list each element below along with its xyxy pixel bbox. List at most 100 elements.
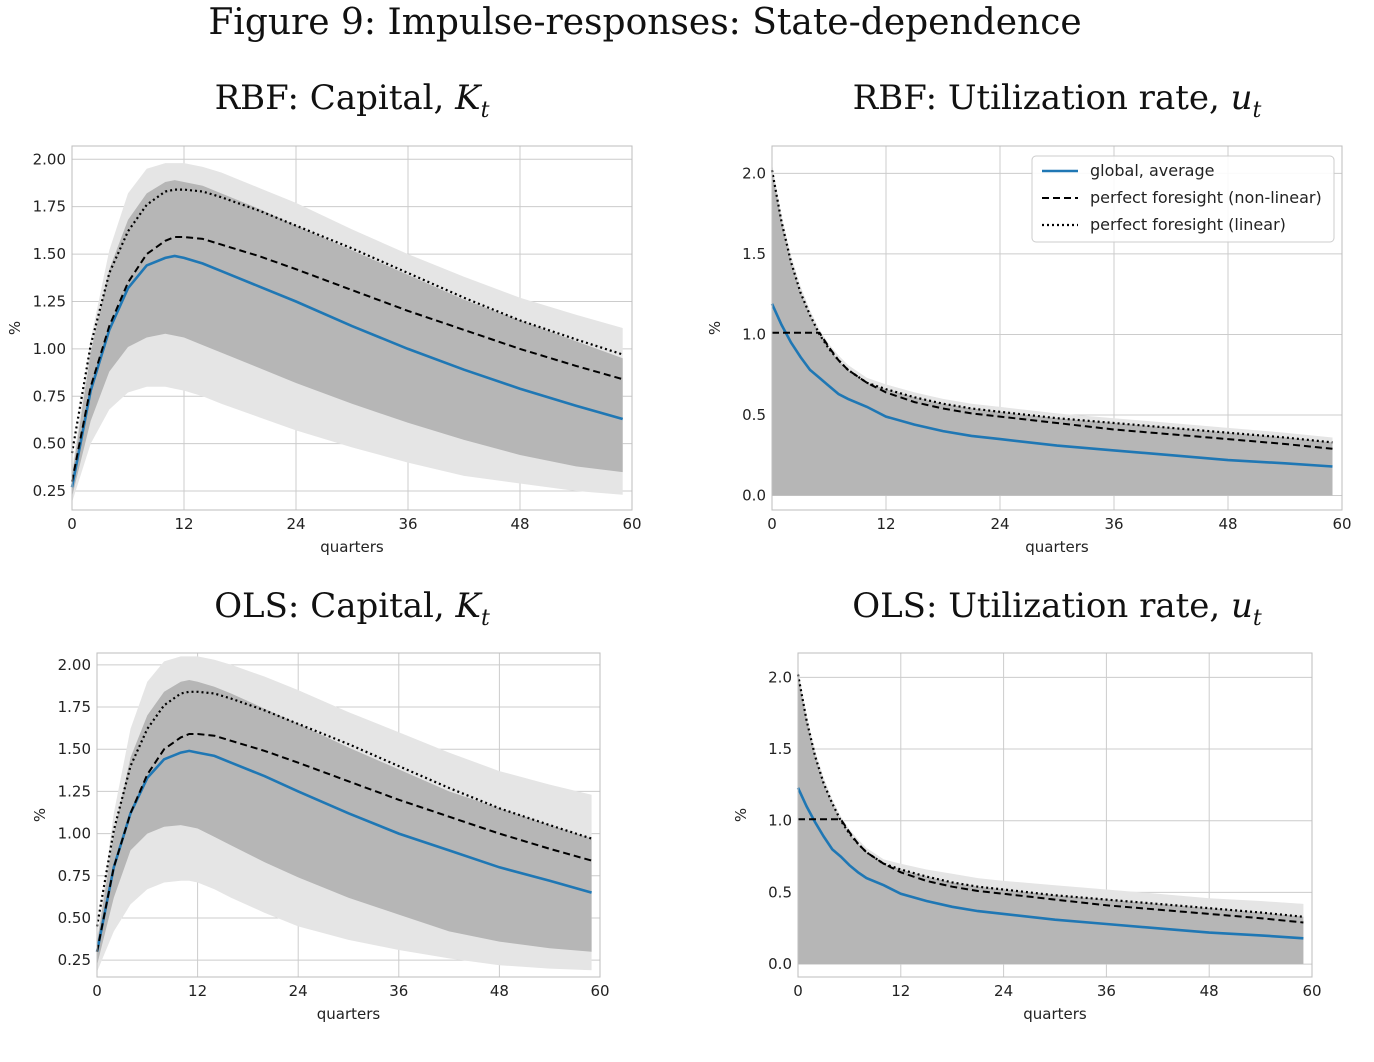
plot-frame (96, 652, 601, 978)
x-tick-label: 0 (67, 515, 77, 533)
panel-title-subscript: t (480, 97, 490, 123)
y-tick-label: 1.0 (742, 325, 766, 343)
y-tick-label: 2.0 (742, 164, 766, 182)
legend-box (1031, 155, 1335, 243)
x-tick-label: 24 (286, 515, 305, 533)
y-tick-label: 0.50 (58, 909, 91, 927)
y-tick-label: 2.00 (58, 656, 91, 674)
chart-rbf-capital: 0 12 24 36 48 60 0.25 0.50 0.75 1.00 1.25 1.50 1.75 2… (6, 145, 642, 556)
confidence-band-inner (72, 180, 623, 497)
panel-title-subscript: t (1252, 605, 1262, 631)
y-tick-label: 0.5 (768, 883, 792, 901)
panel-title-prefix: RBF: Utilization rate, (852, 78, 1231, 118)
panel-title-rbf-capital: RBF: Capital, Kt (72, 78, 632, 123)
y-tick-label: 1.75 (58, 698, 91, 716)
plot-frame (771, 145, 1343, 511)
panel-title-symbol: K (455, 586, 481, 626)
legend-label: perfect foresight (linear) (1090, 215, 1286, 234)
x-tick-label: 12 (188, 982, 207, 1000)
plot-frame (797, 652, 1313, 978)
y-tick-label: 0.25 (33, 482, 66, 500)
panel-title-prefix: OLS: Capital, (214, 586, 456, 626)
y-tick-label: 0.75 (58, 867, 91, 885)
x-tick-label: 48 (1200, 982, 1219, 1000)
x-tick-label: 60 (590, 982, 609, 1000)
confidence-band-inner (97, 680, 592, 966)
x-tick-label: 12 (876, 515, 895, 533)
y-tick-label: 0.50 (33, 435, 66, 453)
y-axis-label: % (732, 808, 750, 822)
series-line-solid (770, 303, 1333, 468)
x-tick-label: 36 (1097, 982, 1116, 1000)
y-tick-label: 0.0 (742, 487, 766, 505)
y-tick-label: 1.25 (33, 292, 66, 310)
y-tick-label: 2.0 (768, 668, 792, 686)
legend-label: perfect foresight (non-linear) (1090, 188, 1322, 207)
x-tick-label: 0 (767, 515, 777, 533)
chart-ols-capital: 0 12 24 36 48 60 0.25 0.50 0.75 1.00 1.25 1.50 1.75 2… (31, 652, 610, 1023)
x-axis-label: quarters (1025, 538, 1089, 556)
x-axis-label: quarters (317, 1005, 381, 1023)
legend-label: global, average (1090, 161, 1214, 180)
x-tick-label: 24 (994, 982, 1013, 1000)
series-line-dashed (772, 331, 1333, 450)
panel-title-prefix: OLS: Utilization rate, (852, 586, 1231, 626)
x-tick-label: 36 (389, 982, 408, 1000)
x-tick-label: 48 (510, 515, 529, 533)
x-tick-label: 48 (490, 982, 509, 1000)
x-tick-label: 60 (1302, 982, 1321, 1000)
y-tick-label: 1.50 (33, 245, 66, 263)
panel-title-symbol: K (455, 78, 481, 118)
figure-title: Figure 9: Impulse-responses: State-depen… (208, 2, 1082, 43)
y-tick-label: 1.50 (58, 740, 91, 758)
x-axis-label: quarters (320, 538, 384, 556)
y-tick-label: 1.75 (33, 198, 66, 216)
y-tick-label: 1.00 (58, 825, 91, 843)
plot-frame (71, 145, 633, 511)
y-tick-label: 1.0 (768, 812, 792, 830)
confidence-band-inner (798, 674, 1304, 965)
y-axis-label: % (31, 808, 49, 822)
panel-title-rbf-utilization: RBF: Utilization rate, ut (772, 78, 1342, 123)
x-tick-label: 12 (174, 515, 193, 533)
x-tick-label: 0 (92, 982, 102, 1000)
x-tick-label: 24 (289, 982, 308, 1000)
series-line-dotted (70, 188, 624, 454)
panel-title-ols-capital: OLS: Capital, Kt (72, 586, 632, 631)
y-axis-label: % (6, 321, 24, 335)
x-axis-label: quarters (1023, 1005, 1087, 1023)
x-tick-label: 12 (891, 982, 910, 1000)
x-tick-label: 60 (622, 515, 641, 533)
y-tick-label: 0.0 (768, 955, 792, 973)
y-tick-label: 1.5 (742, 245, 766, 263)
legend: global, average perfect foresight (non-li… (1031, 155, 1335, 243)
x-tick-label: 0 (793, 982, 803, 1000)
series-line-dashed (96, 733, 592, 952)
y-tick-label: 1.25 (58, 782, 91, 800)
series-line-dashed (798, 818, 1304, 924)
panel-title-subscript: t (1252, 97, 1262, 123)
series-line-solid (70, 254, 624, 488)
chart-ols-utilization: 0 12 24 36 48 60 0.0 0.5 1.0 1.5 2.0 quarters% (732, 652, 1322, 1023)
y-tick-label: 1.00 (33, 340, 66, 358)
y-tick-label: 0.25 (58, 951, 91, 969)
series-line-solid (796, 787, 1304, 940)
x-tick-label: 36 (398, 515, 417, 533)
panel-title-prefix: RBF: Capital, (214, 78, 456, 118)
series-line-dashed (71, 236, 623, 482)
x-tick-label: 60 (1332, 515, 1351, 533)
y-tick-label: 0.5 (742, 406, 766, 424)
series-line-dotted (770, 170, 1333, 444)
panel-title-symbol: u (1231, 586, 1253, 626)
x-tick-label: 24 (990, 515, 1009, 533)
chart-rbf-utilization: 0 12 24 36 48 60 0.0 0.5 1.0 1.5 2.0 quarters% globa… (706, 145, 1352, 556)
y-axis-label: % (706, 321, 724, 335)
y-tick-label: 2.00 (33, 150, 66, 168)
panel-title-subscript: t (480, 605, 490, 631)
y-tick-label: 0.75 (33, 387, 66, 405)
y-tick-label: 1.5 (768, 740, 792, 758)
panel-title-ols-utilization: OLS: Utilization rate, ut (772, 586, 1342, 631)
x-tick-label: 36 (1104, 515, 1123, 533)
x-tick-label: 48 (1218, 515, 1237, 533)
